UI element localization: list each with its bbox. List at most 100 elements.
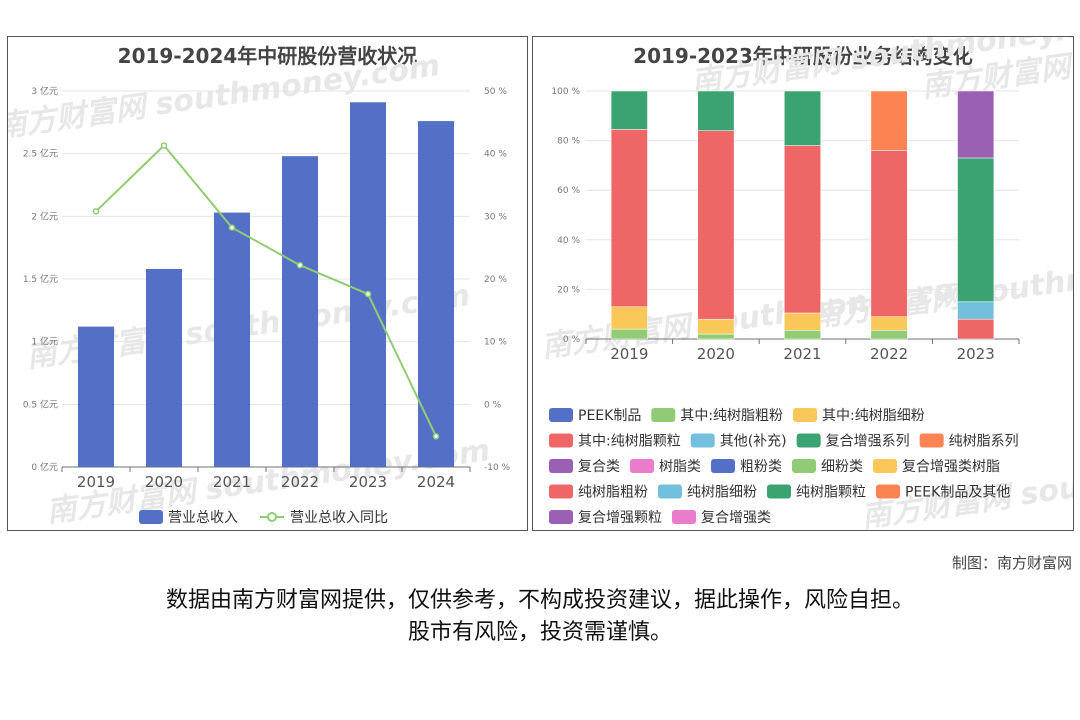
stacked-bar-segment [870, 90, 908, 151]
legend-label: 纯树脂粗粉 [578, 485, 648, 501]
yoy-growth-point [228, 224, 236, 231]
stacked-bar-segment [610, 306, 648, 330]
legend-swatch [549, 433, 573, 448]
legend-label: 纯树脂细粉 [687, 485, 757, 501]
legend-label: 其他(补充) [720, 434, 787, 450]
y-tick-label: 2 亿元 [31, 210, 58, 222]
legend-swatch [919, 433, 944, 448]
stacked-bar-segment [870, 330, 908, 340]
legend-swatch-revenue [139, 510, 163, 524]
legend-swatch [793, 408, 818, 422]
y-tick-label: 100 % [551, 87, 580, 97]
stacked-bar-segment [784, 90, 821, 146]
y2-tick-label: 0 % [484, 400, 502, 410]
x-tick-label: 2021 [213, 473, 251, 491]
y-tick-label: 60 % [557, 186, 580, 196]
structure-chart-panel: 2019-2023年中研股份业务结构变化 南方财富网 southmoney.co… [532, 36, 1074, 531]
y2-tick-label: 10 % [484, 338, 507, 348]
revenue-chart-title: 2019-2024年中研股份营收状况 [117, 44, 418, 68]
legend-swatch [549, 408, 573, 422]
legend-swatch [630, 459, 654, 473]
legend-label: 复合增强系列 [826, 433, 910, 450]
revenue-chart-panel: 2019-2024年中研股份营收状况 南方财富网 southmoney.com南… [7, 36, 528, 531]
legend-label: 复合增强颗粒 [578, 509, 662, 526]
legend-swatch [672, 510, 696, 524]
stacked-bar-segment [697, 318, 735, 335]
x-tick-label: 2019 [610, 345, 648, 363]
legend-swatch [876, 484, 900, 499]
stacked-bar-segment [610, 129, 648, 308]
chart-credit: 制图：南方财富网 [951, 554, 1072, 572]
stacked-bar-segment [784, 330, 821, 340]
y-tick-label: 40 % [557, 236, 580, 246]
x-tick-label: 2023 [349, 473, 387, 491]
revenue-bar [349, 102, 387, 467]
legend-swatch [549, 510, 573, 524]
legend-swatch [873, 459, 897, 473]
y2-tick-label: 30 % [484, 212, 507, 222]
legend-label: PEEK制品 [578, 408, 641, 424]
legend-label: PEEK制品及其他 [905, 485, 1010, 501]
legend-swatch [651, 408, 676, 422]
x-tick-label: 2019 [77, 473, 115, 491]
legend-label: 复合增强类 [701, 509, 771, 526]
x-tick-label: 2021 [783, 345, 821, 363]
stacked-bar-segment [957, 157, 995, 303]
legend-label: 复合增强类树脂 [902, 458, 1000, 475]
y-tick-label: 3 亿元 [31, 85, 58, 97]
y-tick-label: 0.5 亿元 [23, 398, 58, 410]
legend-swatch [711, 459, 735, 473]
x-tick-label: 2020 [697, 345, 735, 363]
legend-label: 其中:纯树脂颗粒 [578, 434, 681, 450]
legend-swatch [658, 484, 682, 499]
revenue-bar [417, 121, 455, 467]
revenue-bar [145, 268, 183, 467]
y-tick-label: 20 % [557, 285, 580, 295]
y-tick-label: 0 % [563, 335, 581, 345]
legend-label: 粗粉类 [740, 459, 782, 475]
stacked-bar-segment [957, 318, 995, 340]
y2-tick-label: 40 % [484, 150, 507, 160]
stacked-bar-segment [957, 301, 995, 320]
stacked-bar-segment [784, 145, 821, 314]
stacked-bar-segment [957, 90, 995, 159]
x-tick-label: 2023 [957, 345, 995, 363]
legend-label: 纯树脂颗粒 [796, 485, 866, 501]
legend-label: 其中:纯树脂粗粉 [680, 408, 783, 424]
x-tick-label: 2020 [145, 473, 183, 491]
y2-tick-label: 20 % [484, 275, 507, 285]
stacked-bar-segment [697, 130, 735, 320]
yoy-growth-point [92, 208, 100, 215]
yoy-growth-point [296, 261, 304, 269]
yoy-growth-point [364, 290, 372, 298]
stacked-bar-segment [870, 316, 908, 331]
structure-chart-title: 2019-2023年中研股份业务结构变化 [633, 44, 973, 68]
revenue-bar [213, 212, 251, 467]
yoy-growth-point [432, 433, 440, 440]
y2-tick-label: 50 % [484, 87, 507, 97]
stacked-bar-segment [610, 328, 648, 340]
y-tick-label: 1 亿元 [31, 336, 58, 348]
x-tick-label: 2022 [281, 473, 319, 491]
legend-label: 其中:纯树脂细粉 [822, 408, 925, 424]
stacked-bar-segment [697, 90, 735, 131]
legend-swatch [767, 484, 791, 499]
revenue-bar [77, 326, 115, 467]
legend-label-revenue: 营业总收入 [168, 510, 238, 526]
disclaimer-line-2: 股市有风险，投资需谨慎。 [407, 620, 672, 645]
yoy-growth-line [95, 144, 437, 437]
legend-swatch [792, 459, 816, 473]
y-tick-label: 80 % [557, 137, 580, 147]
legend-swatch [796, 433, 821, 448]
y-tick-label: 2.5 亿元 [23, 148, 58, 160]
disclaimer-line-1: 数据由南方财富网提供，仅供参考，不构成投资建议，据此操作，风险自担。 [165, 588, 914, 613]
x-tick-label: 2024 [417, 473, 455, 491]
legend-label: 复合类 [578, 458, 620, 475]
stacked-bar-segment [697, 333, 735, 340]
legend-label: 树脂类 [659, 459, 701, 475]
legend-label: 纯树脂系列 [949, 434, 1019, 450]
legend-swatch [690, 433, 715, 448]
stacked-bar-segment [784, 312, 821, 331]
legend-swatch-yoy-dot [267, 512, 277, 522]
